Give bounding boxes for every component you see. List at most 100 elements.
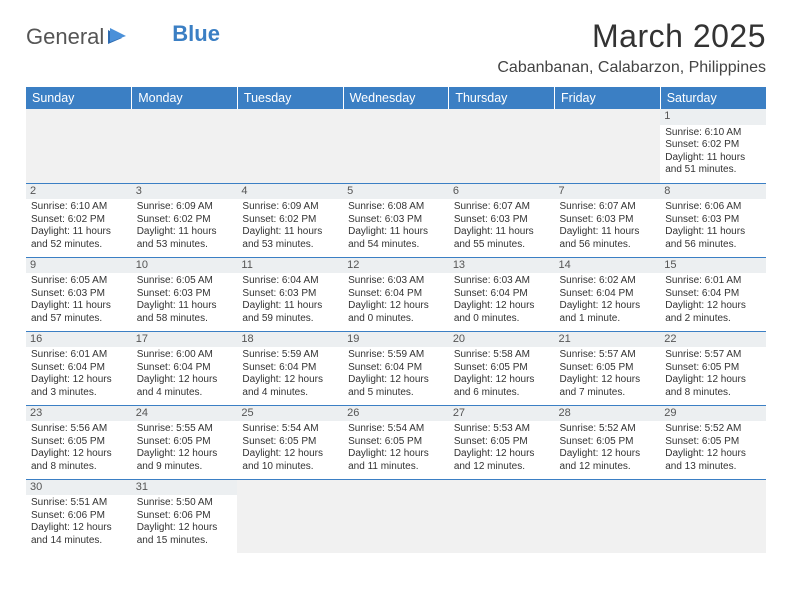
- day-number: 3: [132, 184, 238, 200]
- calendar-cell: 13Sunrise: 6:03 AMSunset: 6:04 PMDayligh…: [449, 257, 555, 331]
- day-info: Sunrise: 6:05 AMSunset: 6:03 PMDaylight:…: [136, 275, 234, 325]
- daylight-line: Daylight: 12 hours and 1 minute.: [560, 300, 656, 325]
- sunset-line: Sunset: 6:05 PM: [665, 362, 761, 375]
- day-info: Sunrise: 5:56 AMSunset: 6:05 PMDaylight:…: [30, 423, 128, 473]
- daylight-line: Daylight: 12 hours and 7 minutes.: [560, 374, 656, 399]
- daylight-line: Daylight: 12 hours and 4 minutes.: [137, 374, 233, 399]
- day-number: 27: [449, 406, 555, 422]
- day-number: 30: [26, 480, 132, 496]
- calendar-cell: 29Sunrise: 5:52 AMSunset: 6:05 PMDayligh…: [660, 405, 766, 479]
- calendar-cell: [343, 109, 449, 183]
- daylight-line: Daylight: 12 hours and 11 minutes.: [348, 448, 444, 473]
- weekday-header: Tuesday: [237, 87, 343, 109]
- sunset-line: Sunset: 6:05 PM: [31, 436, 127, 449]
- sunset-line: Sunset: 6:05 PM: [560, 436, 656, 449]
- page-title: March 2025: [497, 18, 766, 55]
- day-info: Sunrise: 5:52 AMSunset: 6:05 PMDaylight:…: [664, 423, 762, 473]
- calendar-cell: 20Sunrise: 5:58 AMSunset: 6:05 PMDayligh…: [449, 331, 555, 405]
- header: General Blue March 2025 Cabanbanan, Cala…: [26, 18, 766, 77]
- sunrise-line: Sunrise: 5:51 AM: [31, 497, 127, 510]
- sunset-line: Sunset: 6:03 PM: [137, 288, 233, 301]
- calendar-cell: 8Sunrise: 6:06 AMSunset: 6:03 PMDaylight…: [660, 183, 766, 257]
- calendar-cell: 4Sunrise: 6:09 AMSunset: 6:02 PMDaylight…: [237, 183, 343, 257]
- sunset-line: Sunset: 6:03 PM: [665, 214, 761, 227]
- day-number: 13: [449, 258, 555, 274]
- calendar-cell: 24Sunrise: 5:55 AMSunset: 6:05 PMDayligh…: [132, 405, 238, 479]
- sunset-line: Sunset: 6:03 PM: [31, 288, 127, 301]
- sunrise-line: Sunrise: 5:57 AM: [665, 349, 761, 362]
- day-info: Sunrise: 5:50 AMSunset: 6:06 PMDaylight:…: [136, 497, 234, 547]
- day-info: Sunrise: 6:04 AMSunset: 6:03 PMDaylight:…: [241, 275, 339, 325]
- day-info: Sunrise: 5:57 AMSunset: 6:05 PMDaylight:…: [664, 349, 762, 399]
- daylight-line: Daylight: 11 hours and 56 minutes.: [665, 226, 761, 251]
- sunrise-line: Sunrise: 6:02 AM: [560, 275, 656, 288]
- calendar-cell: 31Sunrise: 5:50 AMSunset: 6:06 PMDayligh…: [132, 479, 238, 553]
- day-info: Sunrise: 6:08 AMSunset: 6:03 PMDaylight:…: [347, 201, 445, 251]
- day-number: 19: [343, 332, 449, 348]
- day-info: Sunrise: 6:01 AMSunset: 6:04 PMDaylight:…: [664, 275, 762, 325]
- sunrise-line: Sunrise: 6:08 AM: [348, 201, 444, 214]
- day-number: 12: [343, 258, 449, 274]
- day-info: Sunrise: 6:05 AMSunset: 6:03 PMDaylight:…: [30, 275, 128, 325]
- day-info: Sunrise: 6:03 AMSunset: 6:04 PMDaylight:…: [453, 275, 551, 325]
- calendar-cell: 23Sunrise: 5:56 AMSunset: 6:05 PMDayligh…: [26, 405, 132, 479]
- daylight-line: Daylight: 11 hours and 53 minutes.: [242, 226, 338, 251]
- day-number: 25: [237, 406, 343, 422]
- day-info: Sunrise: 6:09 AMSunset: 6:02 PMDaylight:…: [241, 201, 339, 251]
- sunrise-line: Sunrise: 6:01 AM: [665, 275, 761, 288]
- calendar-cell: [26, 109, 132, 183]
- calendar-cell: [343, 479, 449, 553]
- sunset-line: Sunset: 6:05 PM: [454, 436, 550, 449]
- day-info: Sunrise: 5:54 AMSunset: 6:05 PMDaylight:…: [241, 423, 339, 473]
- calendar-cell: 28Sunrise: 5:52 AMSunset: 6:05 PMDayligh…: [555, 405, 661, 479]
- day-info: Sunrise: 6:07 AMSunset: 6:03 PMDaylight:…: [453, 201, 551, 251]
- day-info: Sunrise: 6:03 AMSunset: 6:04 PMDaylight:…: [347, 275, 445, 325]
- calendar-cell: 17Sunrise: 6:00 AMSunset: 6:04 PMDayligh…: [132, 331, 238, 405]
- sunrise-line: Sunrise: 5:54 AM: [348, 423, 444, 436]
- weekday-header: Monday: [132, 87, 238, 109]
- day-number: 23: [26, 406, 132, 422]
- daylight-line: Daylight: 11 hours and 52 minutes.: [31, 226, 127, 251]
- sunrise-line: Sunrise: 6:05 AM: [31, 275, 127, 288]
- day-number: 2: [26, 184, 132, 200]
- calendar-cell: 3Sunrise: 6:09 AMSunset: 6:02 PMDaylight…: [132, 183, 238, 257]
- sunset-line: Sunset: 6:04 PM: [560, 288, 656, 301]
- calendar-row: 23Sunrise: 5:56 AMSunset: 6:05 PMDayligh…: [26, 405, 766, 479]
- calendar-cell: [555, 109, 661, 183]
- sunrise-line: Sunrise: 6:04 AM: [242, 275, 338, 288]
- sunrise-line: Sunrise: 5:56 AM: [31, 423, 127, 436]
- sunset-line: Sunset: 6:06 PM: [137, 510, 233, 523]
- calendar-cell: 10Sunrise: 6:05 AMSunset: 6:03 PMDayligh…: [132, 257, 238, 331]
- day-number: 24: [132, 406, 238, 422]
- daylight-line: Daylight: 12 hours and 12 minutes.: [454, 448, 550, 473]
- daylight-line: Daylight: 12 hours and 4 minutes.: [242, 374, 338, 399]
- sunset-line: Sunset: 6:04 PM: [242, 362, 338, 375]
- daylight-line: Daylight: 12 hours and 3 minutes.: [31, 374, 127, 399]
- day-info: Sunrise: 5:58 AMSunset: 6:05 PMDaylight:…: [453, 349, 551, 399]
- calendar-cell: 15Sunrise: 6:01 AMSunset: 6:04 PMDayligh…: [660, 257, 766, 331]
- daylight-line: Daylight: 12 hours and 9 minutes.: [137, 448, 233, 473]
- logo-text-2: Blue: [172, 21, 220, 47]
- calendar-cell: [237, 109, 343, 183]
- calendar-cell: 27Sunrise: 5:53 AMSunset: 6:05 PMDayligh…: [449, 405, 555, 479]
- day-info: Sunrise: 6:09 AMSunset: 6:02 PMDaylight:…: [136, 201, 234, 251]
- calendar-cell: 2Sunrise: 6:10 AMSunset: 6:02 PMDaylight…: [26, 183, 132, 257]
- calendar-cell: 16Sunrise: 6:01 AMSunset: 6:04 PMDayligh…: [26, 331, 132, 405]
- sunset-line: Sunset: 6:05 PM: [137, 436, 233, 449]
- calendar-cell: [449, 109, 555, 183]
- day-info: Sunrise: 5:54 AMSunset: 6:05 PMDaylight:…: [347, 423, 445, 473]
- calendar-cell: [449, 479, 555, 553]
- daylight-line: Daylight: 12 hours and 8 minutes.: [31, 448, 127, 473]
- sunrise-line: Sunrise: 5:50 AM: [137, 497, 233, 510]
- calendar-cell: 1Sunrise: 6:10 AMSunset: 6:02 PMDaylight…: [660, 109, 766, 183]
- sunrise-line: Sunrise: 6:09 AM: [242, 201, 338, 214]
- daylight-line: Daylight: 12 hours and 0 minutes.: [454, 300, 550, 325]
- sunrise-line: Sunrise: 5:55 AM: [137, 423, 233, 436]
- calendar-row: 1Sunrise: 6:10 AMSunset: 6:02 PMDaylight…: [26, 109, 766, 183]
- sunset-line: Sunset: 6:02 PM: [242, 214, 338, 227]
- daylight-line: Daylight: 12 hours and 0 minutes.: [348, 300, 444, 325]
- day-number: 21: [555, 332, 661, 348]
- day-info: Sunrise: 5:57 AMSunset: 6:05 PMDaylight:…: [559, 349, 657, 399]
- day-number: 31: [132, 480, 238, 496]
- day-number: 14: [555, 258, 661, 274]
